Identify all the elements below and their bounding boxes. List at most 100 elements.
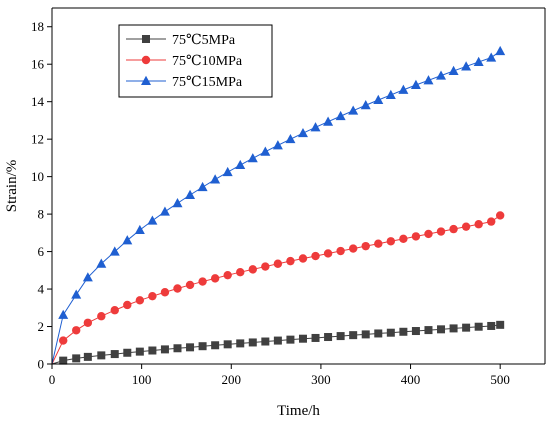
data-point: [461, 61, 472, 71]
data-point: [360, 100, 371, 110]
x-tick-label: 300: [311, 372, 331, 387]
data-point: [311, 251, 320, 261]
data-point: [148, 346, 157, 355]
data-point: [398, 84, 409, 94]
y-tick-label: 10: [31, 169, 44, 184]
data-point: [123, 348, 132, 357]
data-point: [110, 306, 119, 315]
data-point: [211, 341, 220, 350]
data-point: [247, 153, 258, 163]
data-point: [386, 328, 395, 337]
data-point: [172, 198, 183, 208]
data-point: [336, 332, 345, 341]
x-tick-label: 0: [49, 372, 56, 387]
data-point: [261, 337, 270, 346]
data-point: [223, 270, 232, 280]
data-point: [461, 222, 471, 231]
data-point: [97, 312, 106, 321]
data-point: [449, 224, 458, 234]
data-point: [486, 52, 497, 62]
x-tick-label: 400: [401, 372, 421, 387]
data-point: [297, 127, 308, 138]
data-point: [236, 267, 245, 277]
legend-label: 75℃10MPa: [172, 54, 243, 69]
legend: 75℃5MPa 75℃10MPa 75℃15MPa: [118, 24, 273, 98]
series-3: [51, 45, 506, 365]
data-point: [495, 45, 506, 56]
data-point: [462, 323, 471, 332]
data-point: [399, 327, 408, 336]
x-tick-label: 200: [222, 372, 242, 387]
data-point: [210, 174, 221, 184]
data-point: [82, 272, 93, 282]
data-point: [323, 116, 334, 126]
y-tick-label: 0: [38, 357, 45, 372]
data-point: [298, 254, 308, 263]
data-point: [160, 345, 169, 354]
data-point: [185, 189, 196, 199]
data-point: [436, 70, 447, 80]
series-1: [51, 320, 505, 365]
data-point: [248, 338, 257, 347]
legend-marker: [142, 35, 150, 43]
y-tick-label: 4: [38, 282, 45, 297]
data-point: [448, 65, 459, 75]
data-point: [109, 246, 120, 256]
legend-marker: [141, 55, 151, 65]
data-point: [83, 352, 92, 361]
data-point: [487, 217, 496, 226]
data-point: [411, 232, 421, 241]
series-line: [51, 50, 501, 365]
data-point: [411, 327, 420, 336]
data-point: [59, 356, 68, 365]
data-point: [83, 318, 93, 327]
data-point: [423, 75, 434, 85]
data-point: [286, 335, 295, 344]
data-point: [173, 284, 182, 293]
y-tick-label: 2: [38, 319, 45, 334]
data-point: [298, 334, 307, 343]
data-point: [248, 265, 257, 274]
data-point: [71, 289, 82, 299]
data-point: [135, 347, 144, 356]
data-point: [185, 280, 195, 290]
data-point: [285, 133, 296, 144]
data-point: [222, 166, 233, 177]
y-tick-label: 8: [38, 207, 45, 222]
data-point: [361, 330, 370, 339]
data-point: [59, 336, 68, 345]
data-point: [449, 324, 458, 333]
data-point: [348, 105, 359, 115]
data-point: [261, 262, 270, 271]
data-point: [159, 206, 170, 216]
data-point: [474, 322, 483, 331]
data-point: [147, 215, 158, 225]
data-point: [349, 331, 358, 340]
data-point: [58, 309, 69, 319]
data-point: [310, 122, 321, 132]
data-point: [197, 181, 208, 192]
data-point: [122, 235, 133, 245]
data-point: [373, 94, 384, 104]
y-tick-label: 16: [31, 57, 45, 72]
data-point: [198, 342, 207, 351]
plot-marks: [51, 45, 506, 365]
data-point: [410, 79, 421, 90]
data-point: [96, 258, 107, 268]
data-point: [72, 326, 81, 335]
data-point: [495, 211, 505, 220]
data-point: [72, 354, 81, 363]
data-point: [348, 244, 358, 253]
data-point: [210, 274, 220, 283]
data-point: [437, 325, 446, 334]
y-axis-title: Strain/%: [4, 160, 20, 213]
data-point: [148, 291, 157, 301]
x-axis-title: Time/h: [277, 403, 320, 419]
data-point: [186, 343, 195, 352]
data-point: [272, 140, 283, 150]
data-point: [335, 110, 346, 121]
data-point: [110, 350, 119, 359]
legend-marker: [141, 75, 151, 85]
data-point: [160, 288, 170, 297]
